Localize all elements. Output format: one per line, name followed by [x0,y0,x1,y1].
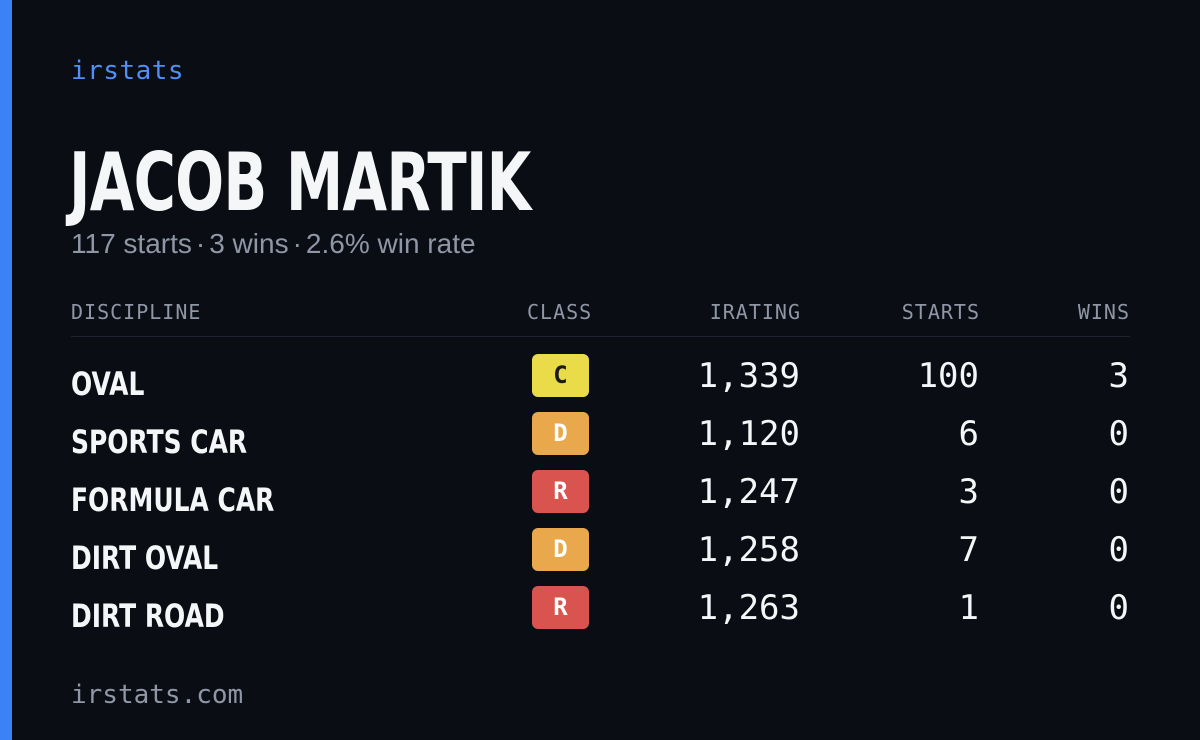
wins-value: 0 [1108,530,1129,570]
discipline-name: FORMULA CAR [71,481,275,519]
irating-value: 1,263 [697,588,800,628]
summary-separator: · [292,228,302,259]
summary-separator: · [195,228,206,259]
discipline-name: DIRT OVAL [71,539,219,577]
footer-url-link[interactable]: irstats.com [71,680,244,710]
wins-value: 0 [1108,472,1129,512]
irating-value: 1,339 [697,356,800,396]
class-badge: R [532,586,589,629]
column-header-class: CLASS [527,300,593,324]
summary-wins: 3 wins [209,228,289,259]
irating-value: 1,120 [697,414,800,454]
table-row: SPORTS CAR D 1,120 6 0 [71,412,1130,470]
wins-value: 3 [1108,356,1129,396]
table-row: FORMULA CAR R 1,247 3 0 [71,470,1130,528]
irating-value: 1,258 [697,530,800,570]
wins-value: 0 [1108,588,1129,628]
summary-starts: 117 starts [71,228,192,259]
table-row: DIRT OVAL D 1,258 7 0 [71,528,1130,586]
column-header-wins: WINS [1077,300,1130,324]
column-header-starts: STARTS [901,300,980,324]
discipline-name: DIRT ROAD [71,597,225,635]
irating-value: 1,247 [697,472,800,512]
brand-logo[interactable]: irstats [71,56,185,86]
starts-value: 6 [958,414,979,454]
starts-value: 7 [958,530,979,570]
table-row: DIRT ROAD R 1,263 1 0 [71,586,1130,644]
summary-win-rate: 2.6% win rate [305,228,476,259]
column-header-discipline: DISCIPLINE [71,300,202,324]
accent-bar [0,0,12,740]
column-header-irating: IRATING [709,300,801,324]
starts-value: 1 [958,588,979,628]
table-header: DISCIPLINE CLASS IRATING STARTS WINS [71,296,1130,337]
driver-name: JACOB MARTIK [69,136,531,229]
class-badge: R [532,470,589,513]
driver-summary: 117 starts · 3 wins · 2.6% win rate [71,228,476,260]
table-row: OVAL C 1,339 100 3 [71,354,1130,412]
class-badge: D [532,528,589,571]
table-body: OVAL C 1,339 100 3 SPORTS CAR D 1,120 6 … [71,354,1130,644]
starts-value: 100 [917,356,979,396]
license-table: DISCIPLINE CLASS IRATING STARTS WINS OVA… [71,296,1130,644]
starts-value: 3 [958,472,979,512]
discipline-name: SPORTS CAR [71,423,248,461]
discipline-name: OVAL [71,365,145,403]
wins-value: 0 [1108,414,1129,454]
class-badge: D [532,412,589,455]
class-badge: C [532,354,589,397]
